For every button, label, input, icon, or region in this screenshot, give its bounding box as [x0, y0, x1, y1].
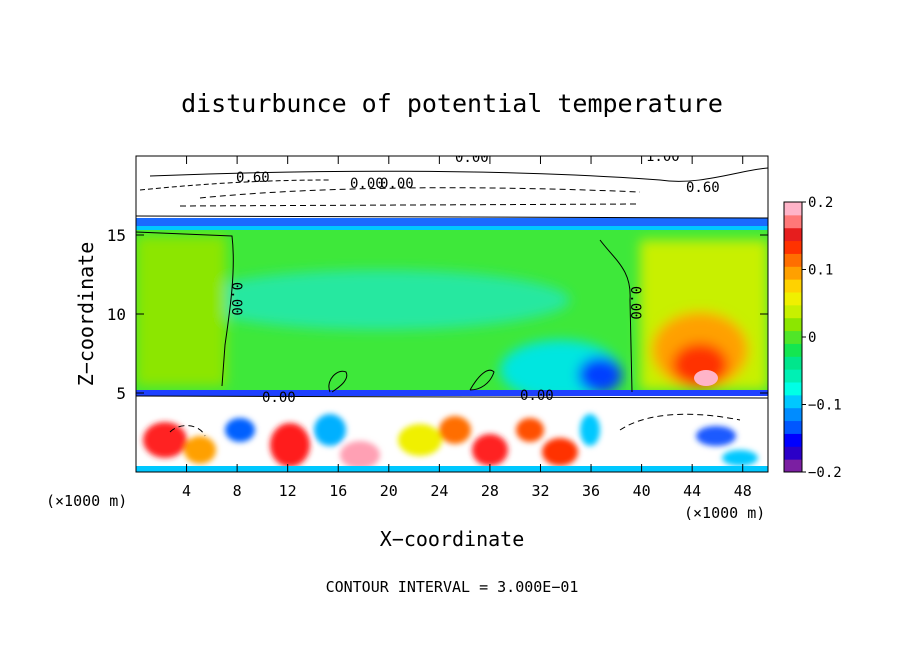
colorbar-swatch	[784, 446, 802, 460]
field-warm-core	[694, 370, 718, 386]
field-bottom-edge	[136, 466, 768, 472]
colorbar-tick-label: −0.1	[808, 398, 842, 414]
field-low-blob	[270, 423, 310, 467]
contour-line	[136, 215, 768, 219]
contour-line	[139, 179, 331, 191]
colorbar-swatch	[784, 304, 802, 319]
contour-label: 0.00	[228, 282, 244, 316]
field-blue-pocket	[578, 357, 622, 393]
contour-line	[599, 239, 633, 393]
contour-label: 1.00	[646, 149, 680, 165]
colorbar-tick-label: 0.2	[808, 195, 833, 211]
contour-line	[199, 187, 641, 199]
colorbar-swatch	[784, 420, 802, 434]
field-low-blob	[580, 414, 600, 446]
x-tick-label: 40	[633, 482, 651, 500]
colorbar-swatch	[784, 266, 802, 280]
contour-line	[179, 203, 641, 207]
contour-label: 0.00	[520, 388, 554, 404]
x-axis: 4 8 12 16 20 24 28 32 36 40 44 48	[182, 156, 752, 500]
contour-lines	[136, 167, 768, 437]
x-tick-label: 24	[430, 482, 448, 500]
y-tick-label: 10	[107, 305, 126, 324]
contour-label: 0.60	[236, 170, 270, 186]
colorbar-swatch	[784, 227, 802, 242]
field-low-blob	[143, 422, 187, 458]
colorbar-swatch	[784, 240, 802, 254]
colorbar-tick-label: −0.2	[808, 465, 842, 481]
field-left-strip	[136, 236, 226, 386]
colorbar-swatch	[784, 214, 802, 229]
field-ground-band	[136, 390, 768, 396]
field-low-blob	[516, 418, 544, 442]
colorbar-swatch	[784, 202, 802, 216]
colorbar-swatch	[784, 407, 802, 422]
contour-line	[469, 369, 495, 391]
x-unit-right: (×1000 m)	[684, 504, 765, 522]
contour-label: 0.00	[455, 150, 489, 166]
colorbar-swatch	[784, 369, 802, 383]
colorbar-swatch	[784, 253, 802, 267]
colorbar-swatch	[784, 292, 802, 306]
y-tick-label: 5	[116, 384, 126, 403]
contour-label: 0.00	[262, 390, 296, 406]
x-tick-label: 44	[683, 482, 701, 500]
colorbar-swatch	[784, 394, 802, 409]
colorbar-swatch	[784, 343, 802, 357]
colorbar-tick-label: 0	[808, 330, 816, 346]
colorbar-swatch	[784, 382, 802, 396]
colorbar-swatch	[784, 317, 802, 332]
x-tick-label: 20	[380, 482, 398, 500]
colorbar: −0.2 −0.1 0 0.1 0.2	[783, 195, 842, 481]
contour-line	[169, 425, 206, 437]
field-low-blob	[398, 424, 442, 456]
contour-line	[619, 413, 741, 431]
contour-line	[136, 231, 234, 387]
x-tick-label: 32	[531, 482, 549, 500]
x-unit-left: (×1000 m)	[46, 492, 127, 510]
field-tropopause-band	[136, 218, 768, 228]
contour-interval-note: CONTOUR INTERVAL = 3.000E−01	[326, 578, 579, 596]
field-low-blob	[542, 438, 578, 466]
field-tropopause-edge	[136, 226, 768, 230]
x-tick-label: 48	[734, 482, 752, 500]
colorbar-swatch	[784, 459, 802, 473]
field-low-blob	[314, 414, 346, 446]
field-cyan-band	[190, 270, 570, 330]
contour-line	[149, 167, 768, 182]
field-low-blob	[696, 426, 736, 446]
contour-line	[136, 395, 768, 399]
colorbar-swatch	[784, 433, 802, 447]
contour-label: 0.00	[350, 176, 384, 192]
contour-label: 0.00	[627, 286, 643, 320]
plot-area: 0.00 0.00 0.00 0.00 0.00 0.00 1.00 0.60 …	[136, 149, 768, 472]
y-tick-label: 15	[107, 226, 126, 245]
colorbar-swatch	[784, 356, 802, 370]
field-low-blob	[439, 416, 471, 444]
contour-line	[328, 370, 348, 393]
x-tick-label: 8	[233, 482, 242, 500]
colorbar-tick-label: 0.1	[808, 263, 833, 279]
contour-labels: 0.00 0.00 0.00 0.00 0.00 0.00 1.00 0.60 …	[228, 149, 720, 406]
chart-title: disturbunce of potential temperature	[181, 89, 723, 118]
colorbar-swatch	[784, 279, 802, 293]
x-tick-label: 4	[182, 482, 191, 500]
contour-label: 0.00	[380, 176, 414, 192]
y-axis: 5 10 15	[107, 226, 768, 403]
field-low-blob	[225, 418, 255, 442]
x-tick-label: 16	[329, 482, 347, 500]
y-axis-label: Z−coordinate	[74, 242, 98, 387]
contour-label: 0.60	[686, 180, 720, 196]
field-low-blob	[340, 441, 380, 469]
field-low-blob	[472, 434, 508, 466]
x-tick-label: 12	[279, 482, 297, 500]
field-low-blob	[722, 450, 758, 466]
x-tick-label: 28	[481, 482, 499, 500]
x-tick-label: 36	[582, 482, 600, 500]
field-low-blob	[184, 436, 216, 464]
x-axis-label: X−coordinate	[380, 527, 525, 551]
colorbar-swatch	[784, 330, 802, 344]
